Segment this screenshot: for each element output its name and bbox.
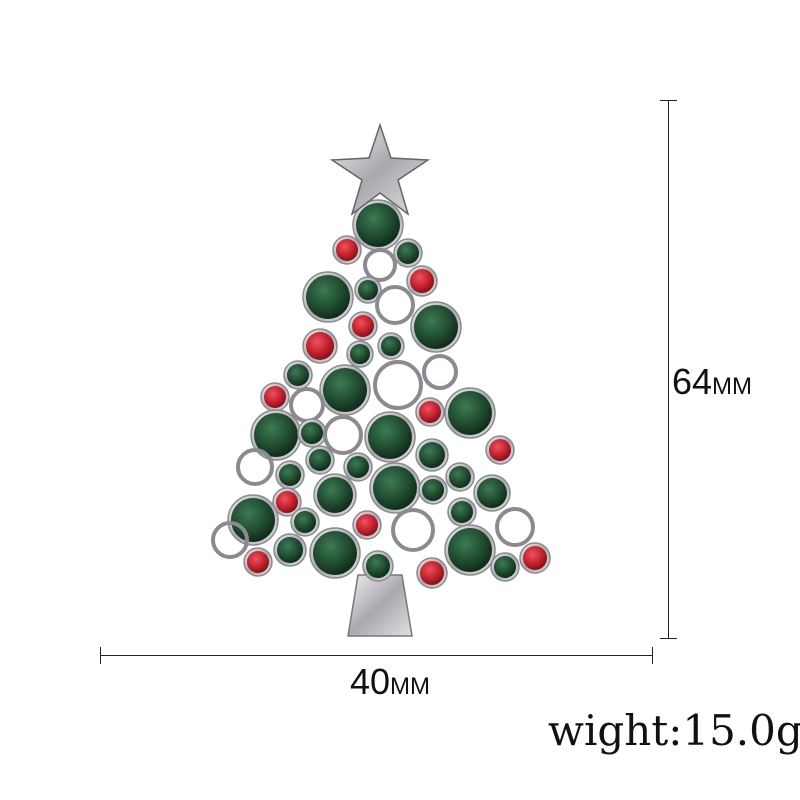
green-rhinestone: [414, 305, 458, 349]
green-rhinestone: [231, 498, 275, 542]
metal-ring: [289, 387, 325, 423]
height-value: 64: [672, 361, 713, 402]
green-rhinestone: [306, 275, 350, 319]
width-label: 40MM: [350, 664, 430, 700]
metal-ring: [363, 248, 397, 282]
green-rhinestone: [449, 466, 471, 488]
red-rhinestone: [264, 386, 286, 408]
green-rhinestone: [347, 456, 369, 478]
green-rhinestone: [313, 531, 357, 575]
green-rhinestone: [381, 336, 401, 356]
red-rhinestone: [410, 269, 434, 293]
height-unit: MM: [712, 373, 753, 400]
green-rhinestone: [309, 449, 331, 471]
green-rhinestone: [358, 280, 378, 300]
metal-ring: [323, 415, 363, 455]
red-rhinestone: [356, 514, 378, 536]
width-dimension-line: [100, 655, 652, 656]
green-rhinestone: [356, 203, 400, 247]
green-rhinestone: [448, 391, 492, 435]
green-rhinestone: [477, 478, 507, 508]
green-rhinestone: [368, 415, 412, 459]
metal-ring: [391, 508, 435, 552]
red-rhinestone: [352, 315, 374, 337]
red-rhinestone: [489, 439, 511, 461]
red-rhinestone: [306, 332, 334, 360]
red-rhinestone: [523, 546, 547, 570]
tree-trunk: [347, 574, 413, 637]
metal-ring: [495, 507, 535, 547]
green-rhinestone: [350, 344, 370, 364]
weight-label: wight:15.0g: [548, 706, 800, 755]
metal-ring: [422, 354, 458, 390]
metal-ring: [236, 448, 274, 486]
red-rhinestone: [419, 401, 441, 423]
metal-ring: [373, 360, 423, 410]
green-rhinestone: [451, 501, 473, 523]
height-dimension-line: [668, 100, 669, 638]
metal-ring: [375, 285, 415, 325]
red-rhinestone: [276, 491, 298, 513]
width-tick-right: [652, 647, 653, 664]
green-rhinestone: [373, 466, 417, 510]
green-rhinestone: [422, 479, 444, 501]
green-rhinestone: [254, 413, 298, 457]
green-rhinestone: [366, 554, 390, 578]
height-label: 64MM: [672, 364, 752, 400]
red-rhinestone: [247, 551, 269, 573]
green-rhinestone: [287, 364, 309, 386]
red-rhinestone: [420, 561, 444, 585]
height-tick-top: [660, 100, 677, 101]
width-value: 40: [350, 661, 391, 702]
metal-ring: [211, 521, 249, 559]
green-rhinestone: [397, 242, 419, 264]
green-rhinestone: [279, 464, 301, 486]
green-rhinestone: [419, 442, 445, 468]
green-rhinestone: [494, 556, 516, 578]
green-rhinestone: [294, 511, 316, 533]
green-rhinestone: [323, 368, 367, 412]
red-rhinestone: [336, 239, 358, 261]
star-icon: [329, 122, 431, 216]
height-tick-bottom: [660, 638, 677, 639]
green-rhinestone: [317, 477, 353, 513]
width-tick-left: [100, 647, 101, 664]
green-rhinestone: [277, 537, 303, 563]
green-rhinestone: [301, 422, 323, 444]
green-rhinestone: [448, 528, 492, 572]
width-unit: MM: [390, 673, 431, 700]
